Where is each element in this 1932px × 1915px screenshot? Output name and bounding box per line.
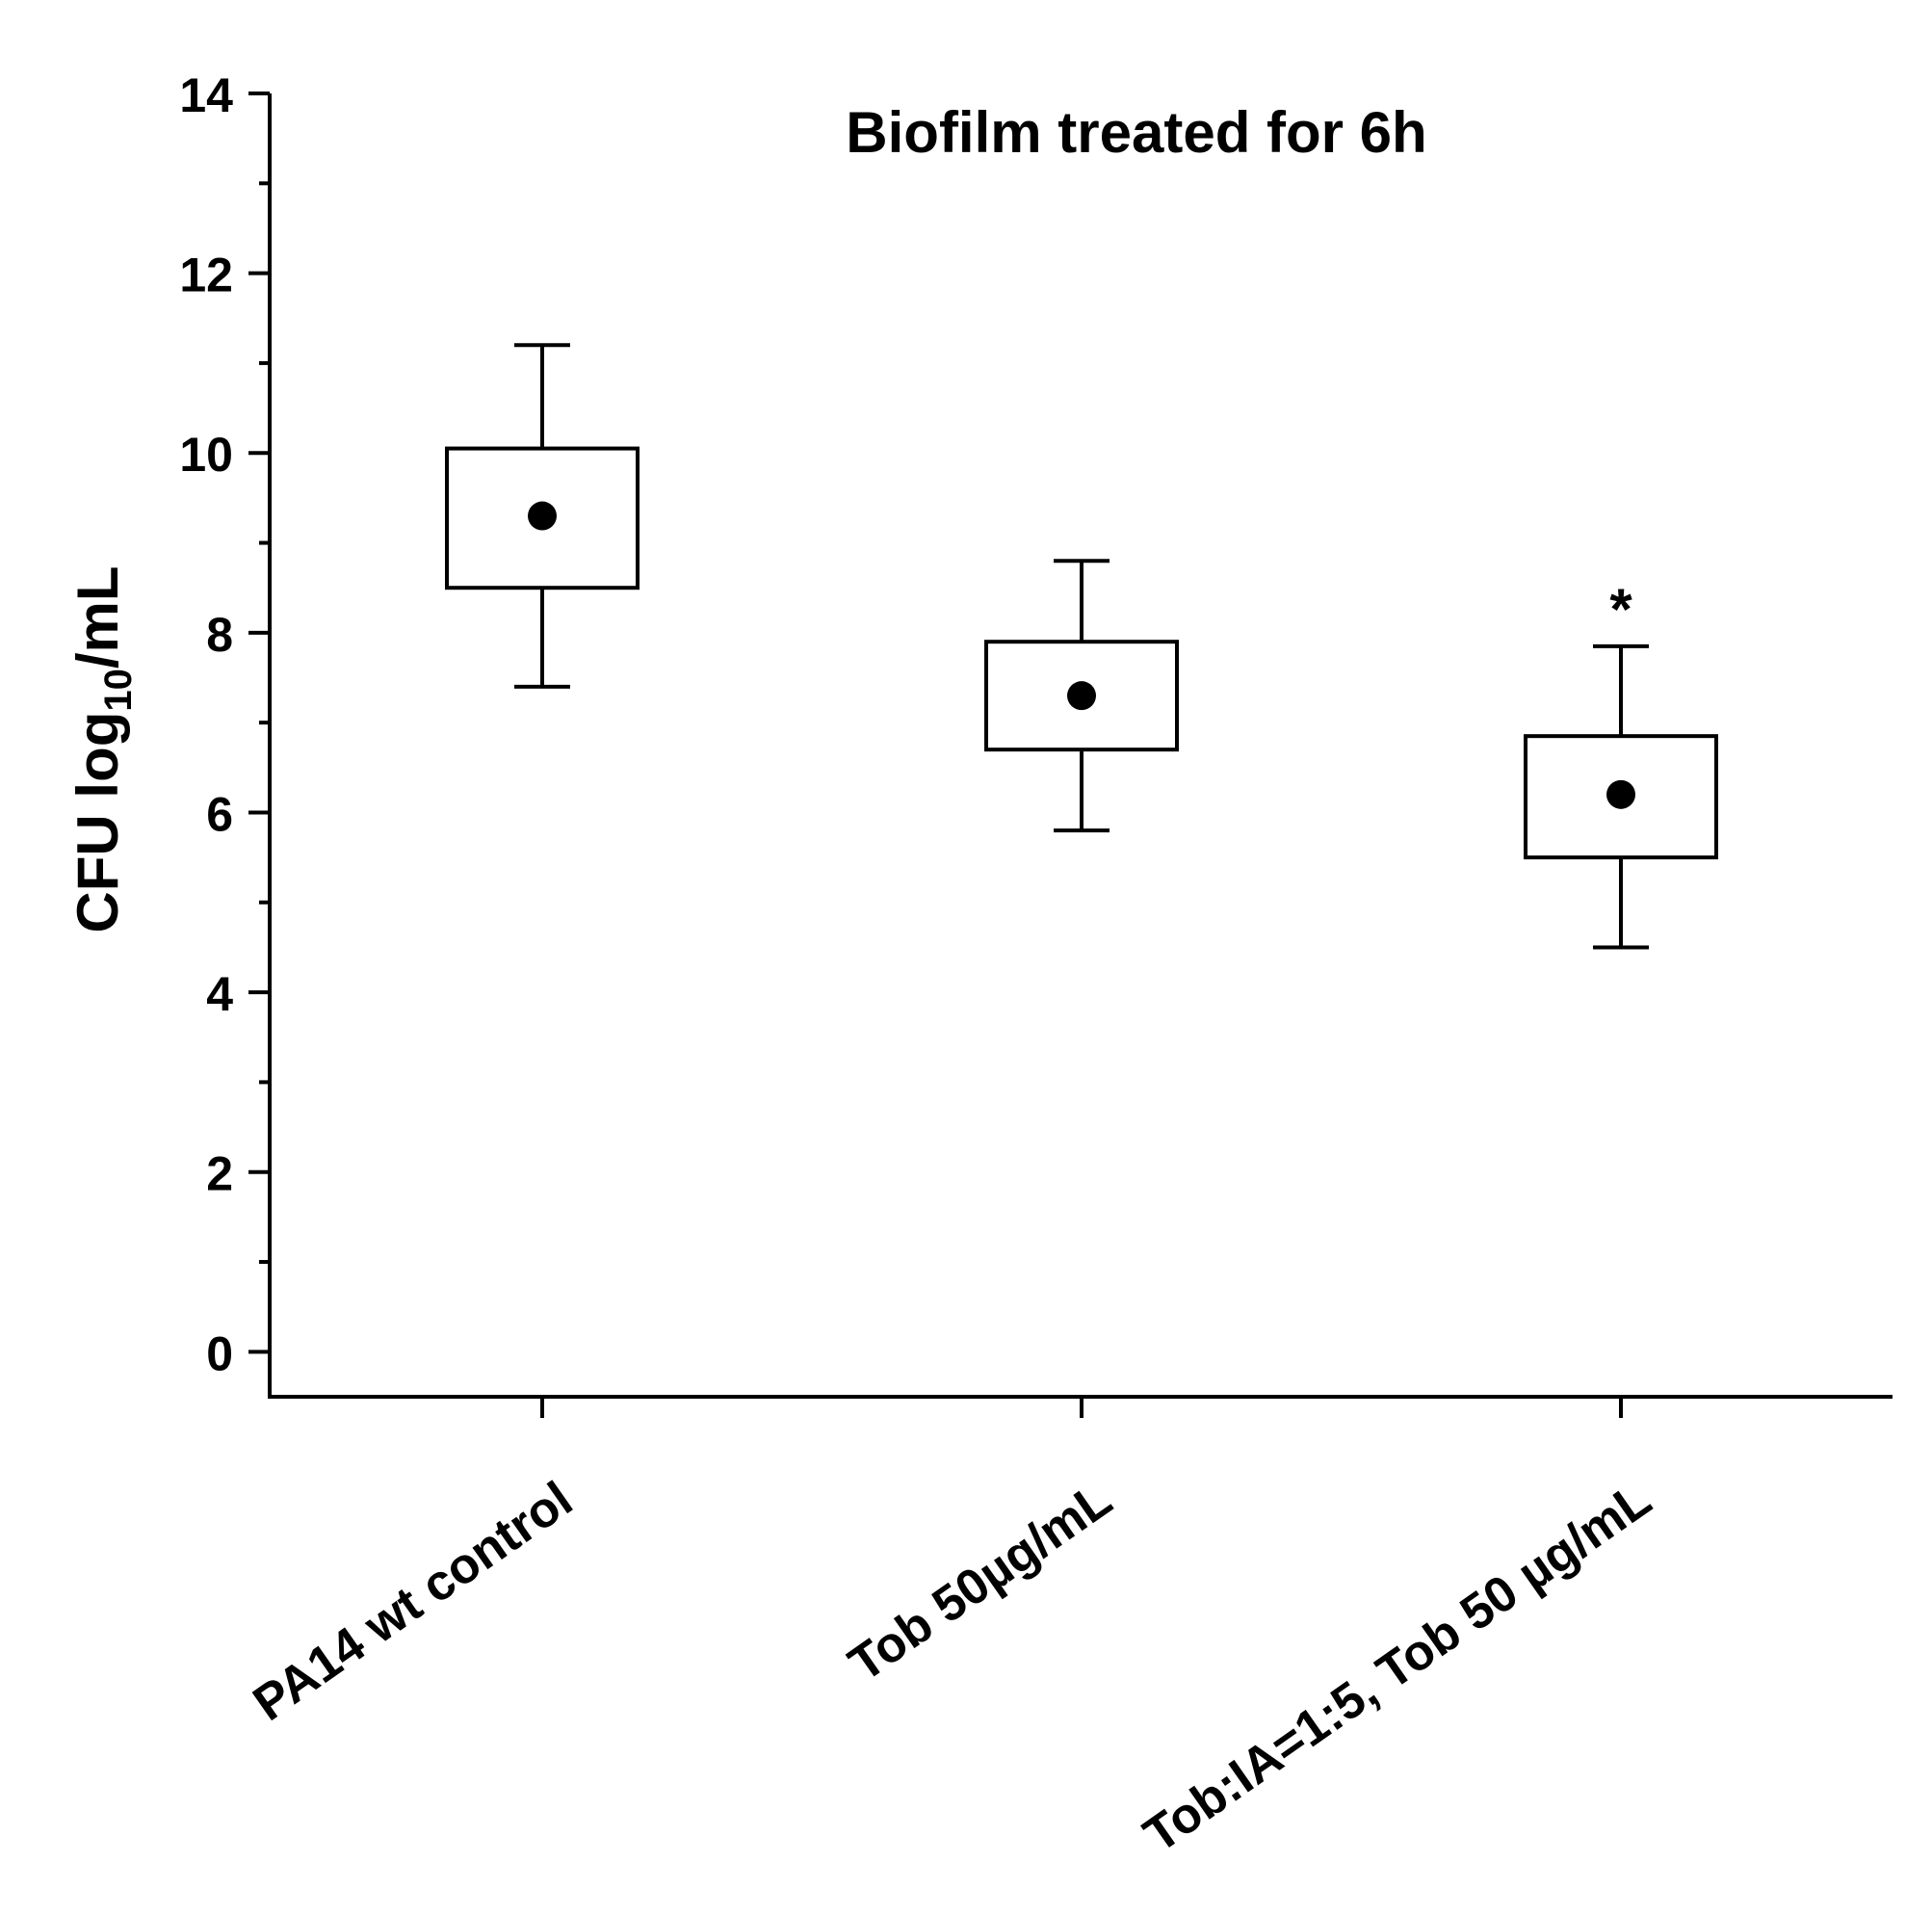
- y-tick-label: 14: [179, 68, 233, 122]
- x-tick-label: PA14 wt control: [244, 1471, 583, 1732]
- mean-point: [528, 501, 557, 531]
- box-marks: *: [445, 343, 1718, 950]
- chart-title: Biofilm treated for 6h: [846, 100, 1426, 165]
- y-tick-label: 10: [179, 428, 233, 482]
- mean-point: [1606, 779, 1635, 809]
- mean-point: [1067, 681, 1096, 711]
- x-tick-label: Tob 50µg/mL: [839, 1471, 1122, 1692]
- significance-marker: *: [1609, 577, 1632, 642]
- y-axis-label: CFU log10/mL: [65, 565, 140, 932]
- y-axis-label-subscript: 10: [97, 669, 140, 712]
- x-tick-label: Tob:IA=1:5, Tob 50 µg/mL: [1135, 1471, 1661, 1863]
- y-axis-label-suffix: /mL: [65, 565, 130, 669]
- y-tick-label: 6: [206, 787, 233, 841]
- y-tick-label: 12: [179, 249, 233, 302]
- y-tick-label: 0: [206, 1326, 233, 1380]
- y-tick-label: 4: [206, 967, 233, 1021]
- axes: 0 2 4 6 8 10 12 14 PA14 wt control Tob 50µg/mL Tob…: [179, 68, 1893, 1864]
- y-tick-label: 2: [206, 1147, 233, 1201]
- y-tick-label: 8: [206, 608, 233, 662]
- y-axis-label-prefix: CFU log: [65, 712, 130, 933]
